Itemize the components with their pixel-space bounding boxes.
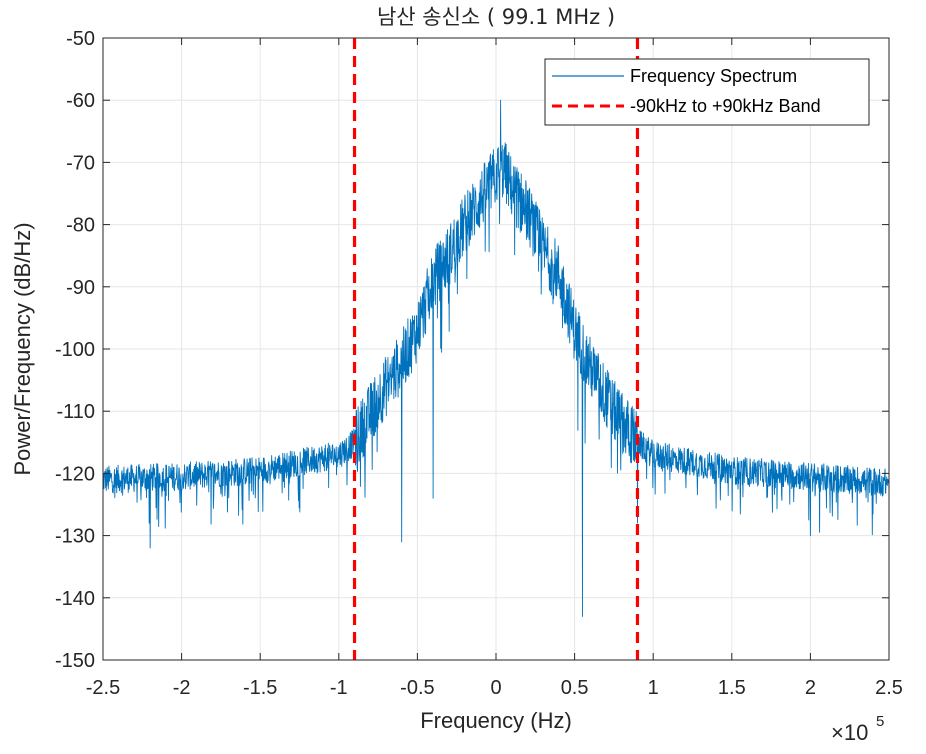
x-tick-label: 0 (490, 677, 501, 699)
y-tick-label: -130 (55, 526, 95, 548)
chart-title: 남산 송신소 ( 99.1 MHz ) (377, 5, 615, 29)
legend: Frequency Spectrum -90kHz to +90kHz Band (544, 58, 870, 126)
x-tick-label: 0.5 (561, 677, 589, 699)
grid-lines (103, 38, 889, 660)
x-tick-label: -2 (173, 677, 191, 699)
x-scale-multiplier: ×10 (831, 720, 868, 745)
series-layer (102, 38, 890, 660)
x-scale-exponent: 5 (876, 713, 884, 730)
y-tick-label: -100 (55, 339, 95, 361)
x-axis-label: Frequency (Hz) (420, 708, 572, 733)
y-tick-label: -60 (66, 90, 95, 112)
y-tick-label: -70 (66, 152, 95, 174)
legend-band-label: -90kHz to +90kHz Band (630, 96, 821, 116)
axis-ticks (102, 37, 890, 661)
spectrum-series-line (102, 99, 890, 617)
x-tick-label: 2 (805, 677, 816, 699)
y-tick-label: -90 (66, 277, 95, 299)
y-axis-label: Power/Frequency (dB/Hz) (10, 222, 35, 475)
y-tick-labels: -50 -60 -70 -80 -90 -100 -110 -120 -130 -140 -150 (55, 28, 95, 672)
y-tick-label: -150 (55, 650, 95, 672)
y-tick-label: -50 (66, 28, 95, 50)
y-tick-label: -110 (56, 401, 95, 423)
x-tick-label: -1.5 (243, 677, 277, 699)
x-tick-label: 1.5 (718, 677, 746, 699)
x-tick-label: -0.5 (400, 677, 434, 699)
x-tick-label: 1 (648, 677, 659, 699)
y-tick-label: -80 (66, 215, 95, 237)
x-tick-label: 2.5 (875, 677, 903, 699)
y-tick-label: -140 (55, 588, 95, 610)
x-tick-label: -2.5 (86, 677, 120, 699)
x-tick-labels: -2.5 -2 -1.5 -1 -0.5 0 0.5 1 1.5 2 2.5 (86, 677, 903, 699)
x-tick-label: -1 (330, 677, 348, 699)
legend-box (544, 58, 870, 126)
y-tick-label: -120 (55, 463, 95, 485)
legend-spectrum-label: Frequency Spectrum (630, 66, 797, 86)
